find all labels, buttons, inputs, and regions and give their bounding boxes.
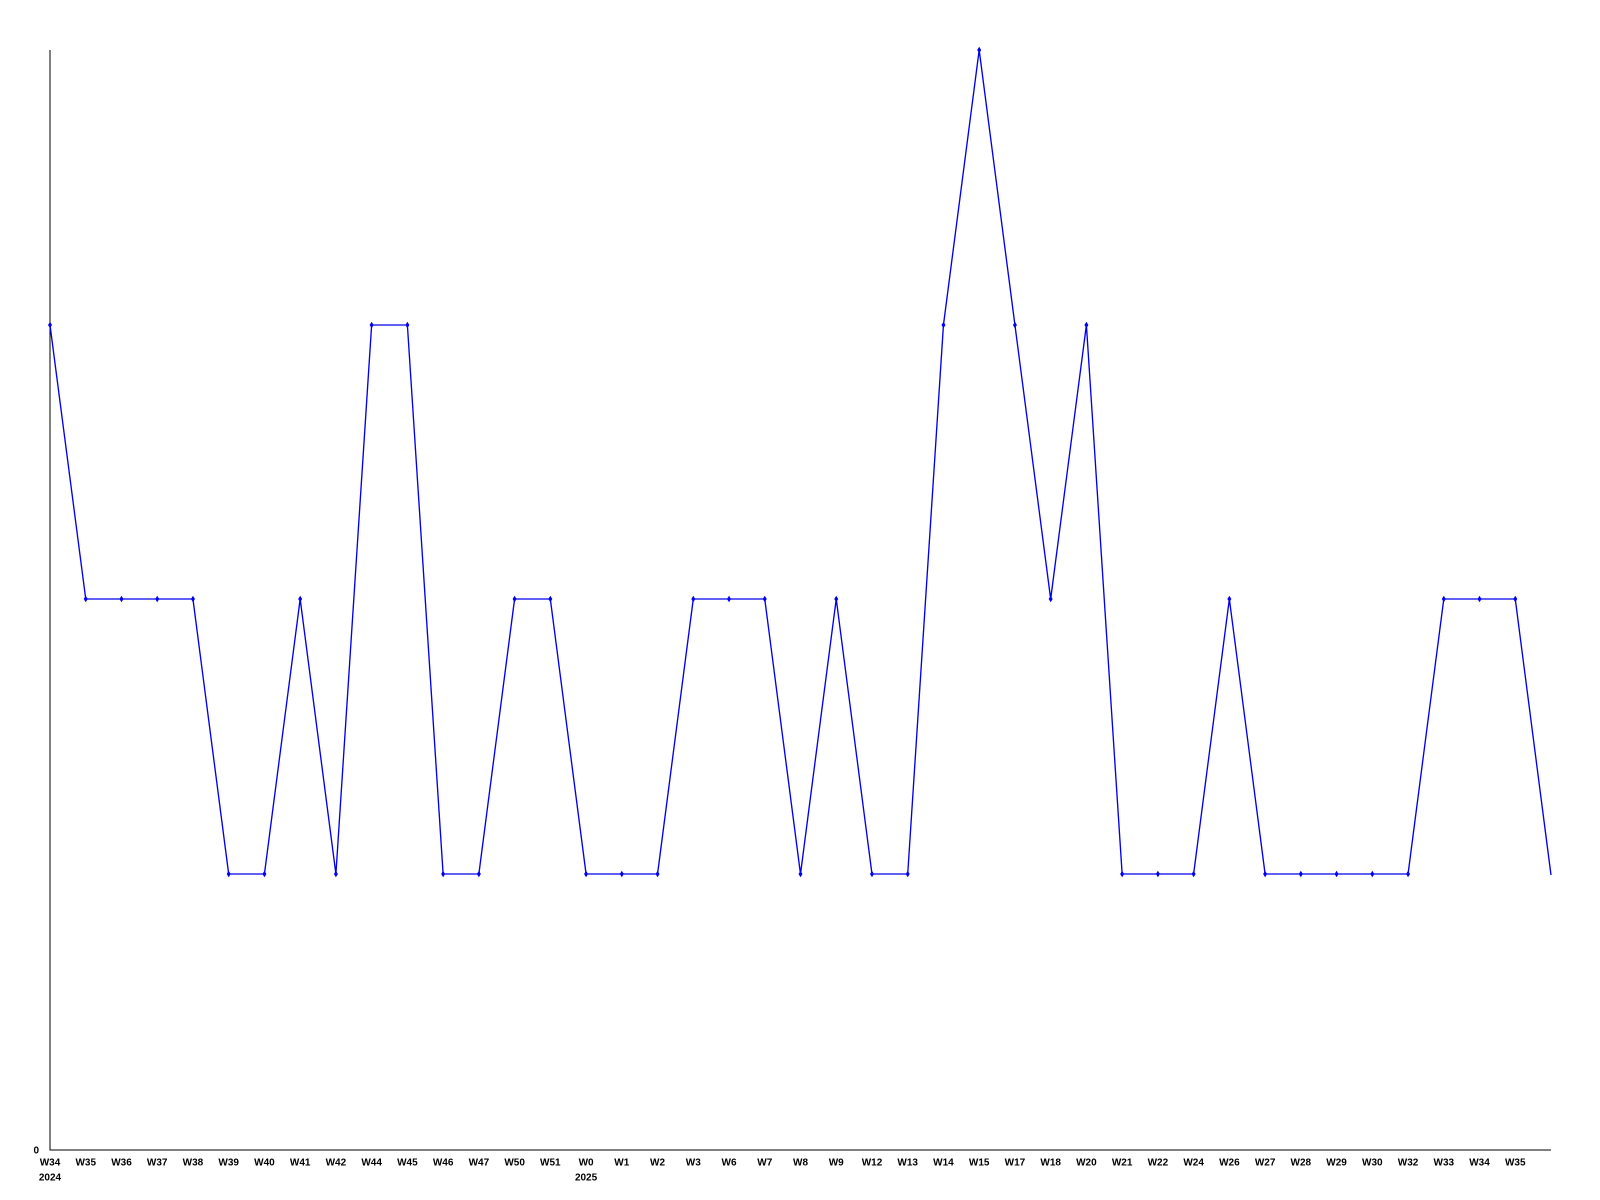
svg-text:W0: W0	[579, 1158, 594, 1169]
svg-text:W1: W1	[614, 1158, 629, 1169]
svg-text:W28: W28	[1291, 1158, 1312, 1169]
svg-text:W27: W27	[1255, 1158, 1276, 1169]
svg-text:W8: W8	[793, 1158, 808, 1169]
svg-text:W36: W36	[111, 1158, 132, 1169]
svg-text:W20: W20	[1076, 1158, 1097, 1169]
svg-text:W21: W21	[1112, 1158, 1133, 1169]
svg-text:W35: W35	[1505, 1158, 1526, 1169]
svg-text:W44: W44	[361, 1158, 382, 1169]
svg-text:W39: W39	[218, 1158, 239, 1169]
svg-text:W33: W33	[1434, 1158, 1455, 1169]
svg-text:W29: W29	[1326, 1158, 1347, 1169]
svg-text:W45: W45	[397, 1158, 418, 1169]
svg-text:W51: W51	[540, 1158, 561, 1169]
svg-text:W15: W15	[969, 1158, 990, 1169]
svg-text:W17: W17	[1005, 1158, 1026, 1169]
svg-text:W18: W18	[1040, 1158, 1061, 1169]
svg-text:W46: W46	[433, 1158, 454, 1169]
svg-text:W6: W6	[722, 1158, 737, 1169]
svg-text:W40: W40	[254, 1158, 275, 1169]
svg-text:W7: W7	[757, 1158, 772, 1169]
svg-text:W41: W41	[290, 1158, 311, 1169]
svg-text:W30: W30	[1362, 1158, 1383, 1169]
svg-text:W34: W34	[40, 1158, 61, 1169]
svg-text:W35: W35	[75, 1158, 96, 1169]
svg-text:W38: W38	[183, 1158, 204, 1169]
svg-text:W50: W50	[504, 1158, 525, 1169]
svg-text:2025: 2025	[575, 1173, 598, 1184]
svg-text:0: 0	[33, 1146, 39, 1157]
svg-text:W34: W34	[1469, 1158, 1490, 1169]
svg-text:W24: W24	[1183, 1158, 1204, 1169]
svg-text:W9: W9	[829, 1158, 844, 1169]
svg-text:W12: W12	[862, 1158, 883, 1169]
svg-text:W26: W26	[1219, 1158, 1240, 1169]
svg-text:W13: W13	[897, 1158, 918, 1169]
svg-text:W3: W3	[686, 1158, 701, 1169]
svg-text:W22: W22	[1148, 1158, 1169, 1169]
svg-text:W2: W2	[650, 1158, 665, 1169]
svg-text:W47: W47	[469, 1158, 490, 1169]
svg-text:W14: W14	[933, 1158, 954, 1169]
svg-text:W37: W37	[147, 1158, 168, 1169]
svg-text:W32: W32	[1398, 1158, 1419, 1169]
svg-text:2024: 2024	[39, 1173, 62, 1184]
svg-text:W42: W42	[326, 1158, 347, 1169]
